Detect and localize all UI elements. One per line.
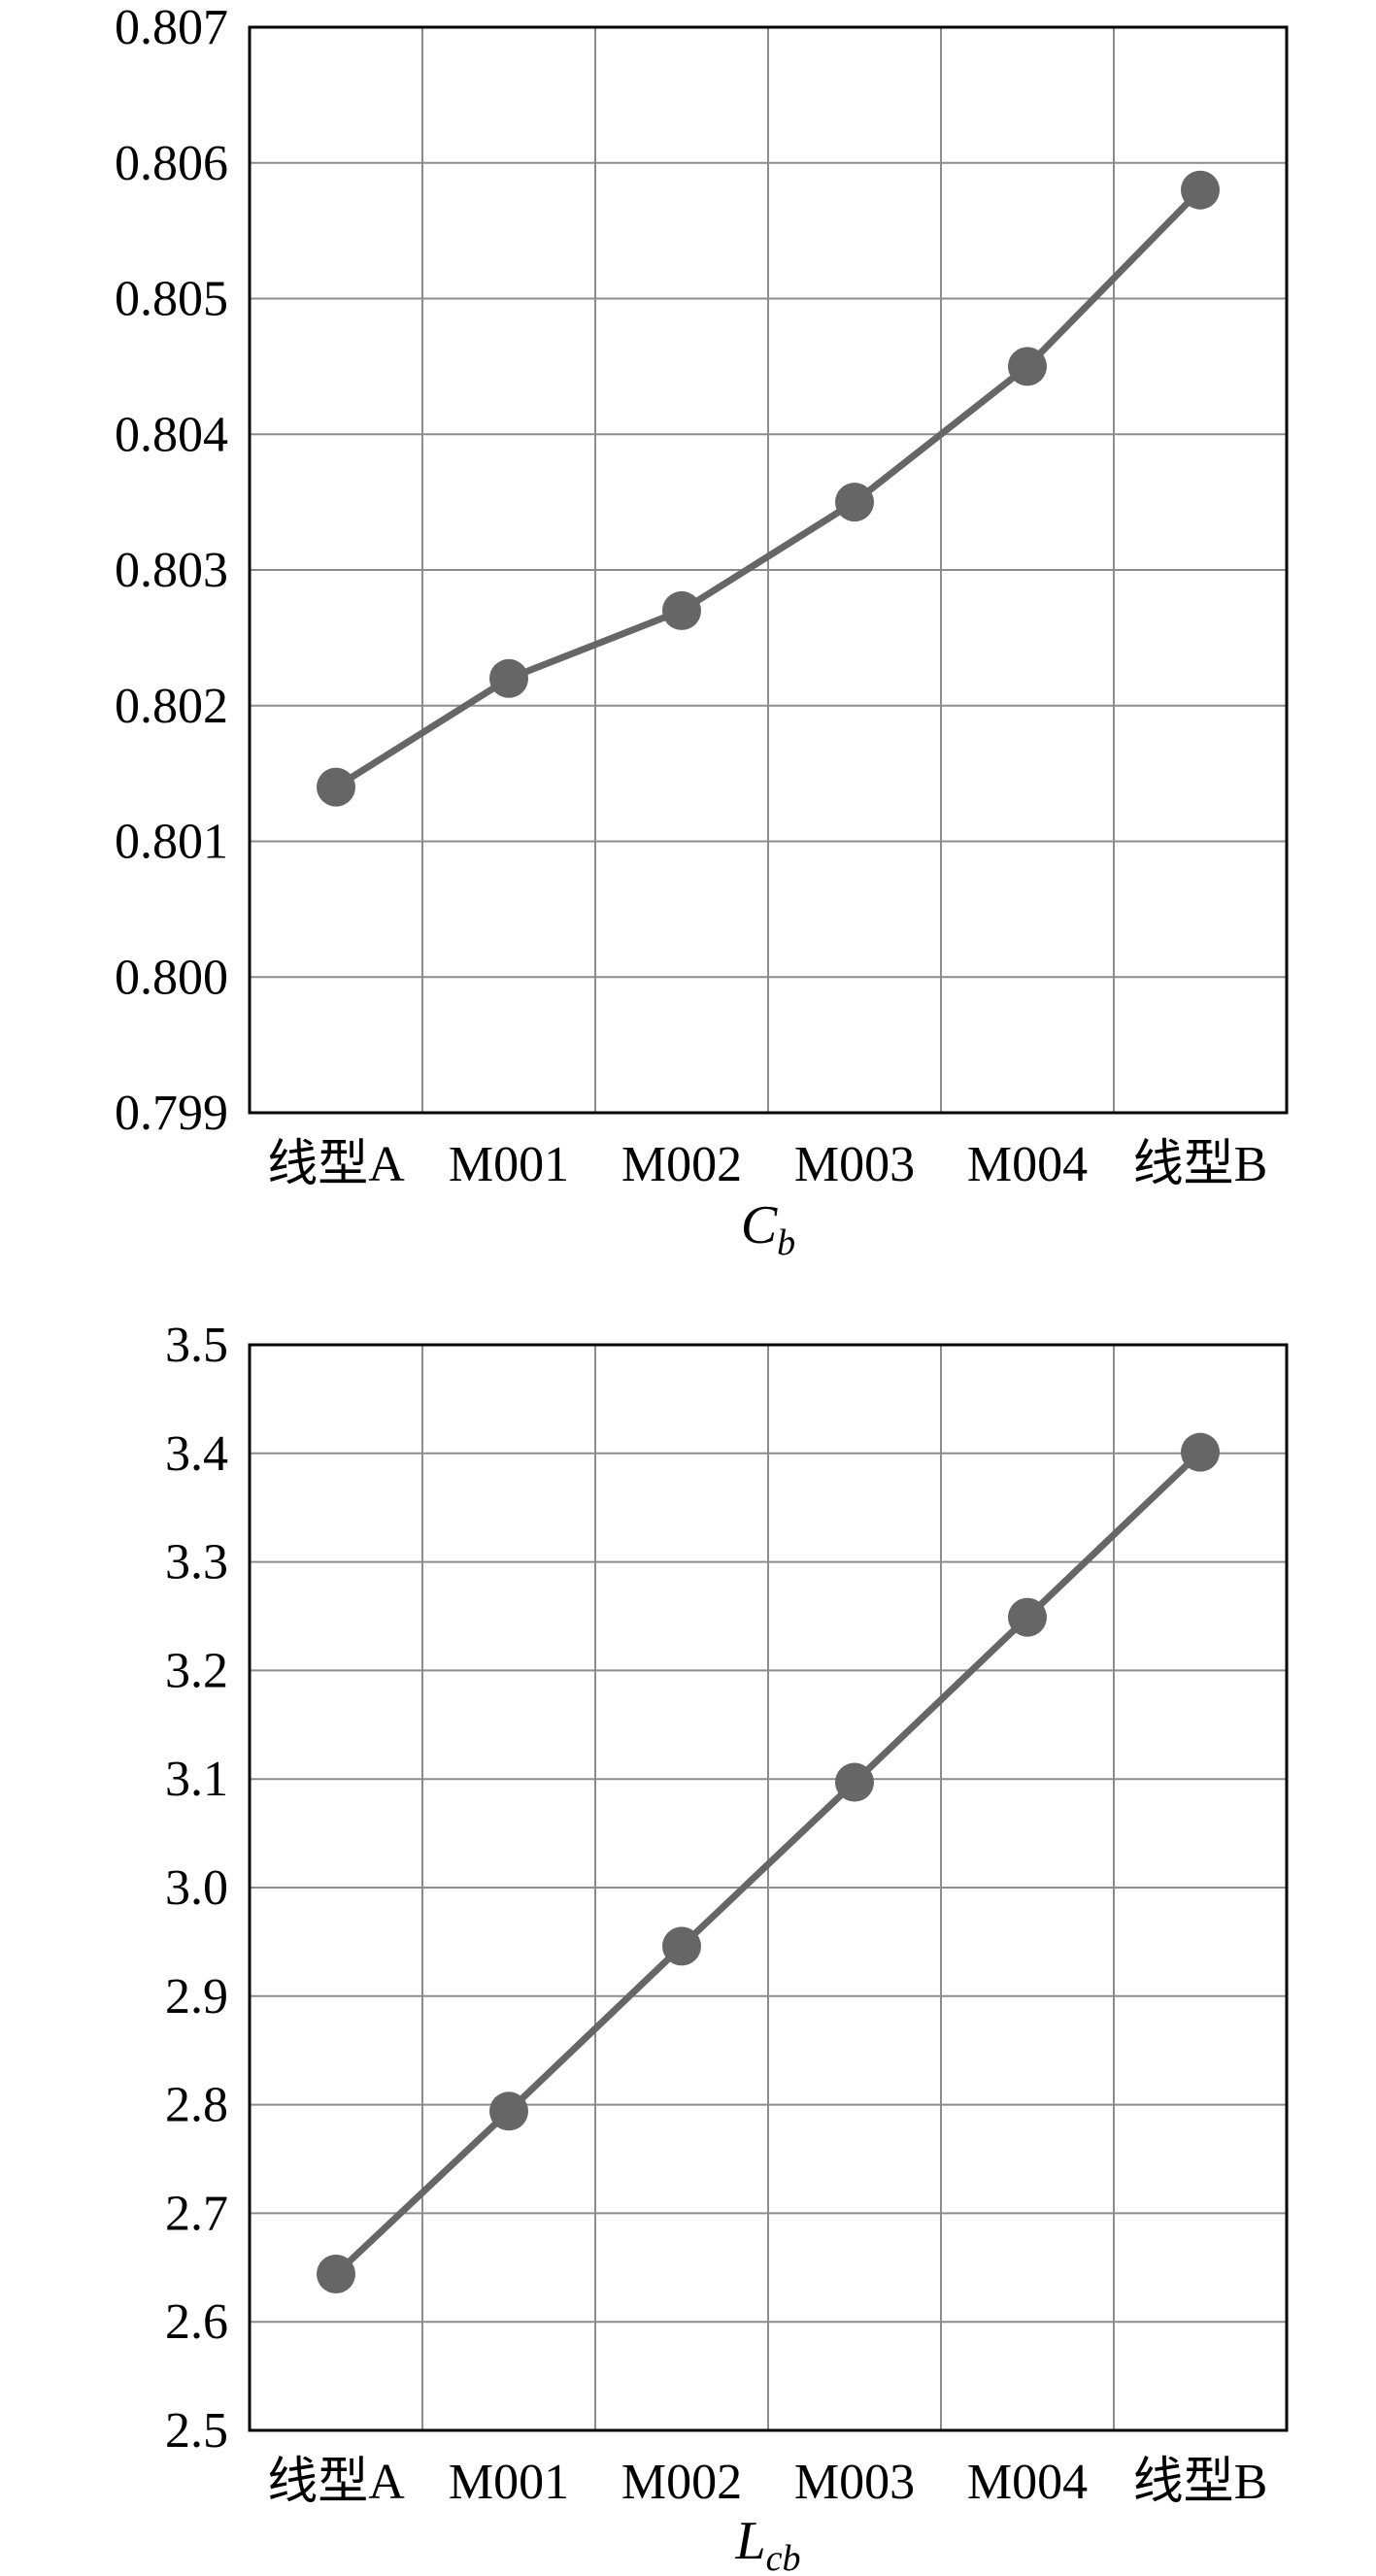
data-point: [1008, 1597, 1047, 1637]
plot-frame: [248, 25, 1289, 1115]
y-tick-label: 3.0: [165, 1860, 228, 1916]
y-tick-label: 0.799: [115, 1086, 228, 1141]
data-point: [489, 2091, 528, 2131]
data-point: [835, 483, 874, 522]
x-axis-label-subscript: b: [777, 1222, 795, 1263]
plot-frame: [248, 1343, 1289, 2432]
x-axis-label: Lcb: [734, 2511, 800, 2576]
x-tick-label: 线型A: [267, 2455, 405, 2510]
x-tick-label: M001: [449, 2455, 569, 2510]
data-point: [662, 1926, 701, 1966]
y-tick-label: 3.1: [165, 1752, 228, 1807]
y-tick-label: 0.807: [115, 0, 228, 55]
y-tick-label: 2.9: [165, 1969, 228, 2024]
y-tick-label: 0.802: [115, 679, 228, 734]
x-axis-label: Cb: [741, 1195, 795, 1263]
x-tick-label: M002: [621, 1137, 742, 1192]
y-tick-label: 0.805: [115, 272, 228, 327]
y-tick-label: 0.801: [115, 815, 228, 870]
x-axis-label-main: C: [741, 1195, 778, 1255]
y-tick-label: 2.6: [165, 2294, 228, 2350]
chart-cb: 0.799 0.800 0.801 0.802 0.803 0.804 0.805 0.806…: [115, 0, 1289, 1263]
x-tick-label: M001: [449, 1137, 569, 1192]
x-axis-label-main: L: [734, 2511, 765, 2571]
y-tick-label: 0.804: [115, 407, 228, 462]
x-tick-label: M004: [967, 2455, 1088, 2510]
data-point: [662, 590, 701, 630]
y-tick-label: 2.7: [165, 2186, 228, 2241]
y-tick-label: 3.4: [165, 1426, 228, 1482]
y-tick-label: 2.5: [165, 2403, 228, 2459]
data-point: [1008, 347, 1047, 386]
x-tick-label: M003: [794, 1137, 915, 1192]
series-line: [334, 187, 1203, 790]
y-tick-label: 0.806: [115, 136, 228, 191]
x-tick-label: M002: [621, 2455, 742, 2510]
y-tick-label: 2.8: [165, 2078, 228, 2133]
chart-lcb: 2.5 2.6 2.7 2.8 2.9 3.0 3.1 3.2 3.3 3.4 3.5 线型A M001…: [165, 1318, 1289, 2576]
x-axis-label-subscript: cb: [766, 2538, 801, 2576]
x-tick-label: M003: [794, 2455, 915, 2510]
x-tick-label: 线型B: [1133, 2455, 1268, 2510]
x-tick-label: 线型A: [267, 1137, 405, 1192]
x-tick-label: M004: [967, 1137, 1088, 1192]
data-point: [835, 1762, 874, 1802]
data-point: [1181, 1432, 1220, 1472]
y-tick-label: 3.5: [165, 1318, 228, 1373]
y-tick-label: 3.2: [165, 1643, 228, 1698]
data-point: [1181, 170, 1220, 210]
series-line: [333, 1450, 1203, 2277]
data-point: [489, 658, 528, 698]
data-point: [317, 767, 355, 807]
y-tick-label: 0.800: [115, 950, 228, 1005]
y-tick-label: 0.803: [115, 543, 228, 598]
y-tick-label: 3.3: [165, 1535, 228, 1590]
data-point: [317, 2255, 355, 2294]
x-tick-label: 线型B: [1133, 1137, 1268, 1192]
